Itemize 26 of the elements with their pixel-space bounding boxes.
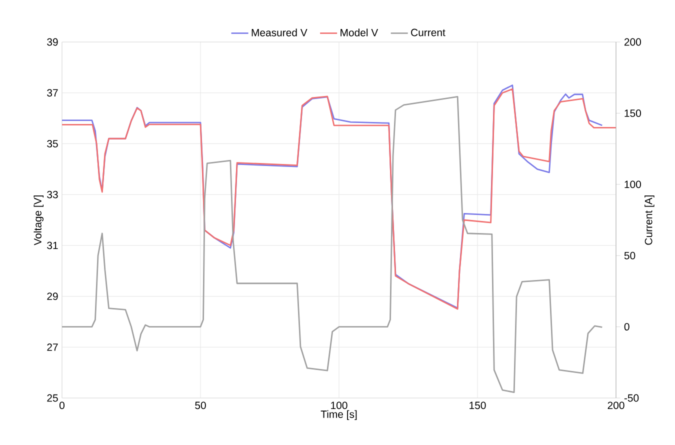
y-tick-label: 27 bbox=[47, 343, 58, 351]
y-tick-label: 25 bbox=[47, 394, 58, 402]
line-series bbox=[62, 96, 603, 394]
y2-tick-label: 200 bbox=[624, 38, 641, 46]
y-tick-label: 29 bbox=[47, 292, 58, 300]
y2-tick-label: 150 bbox=[624, 110, 641, 117]
y-axis-title: Voltage [V] bbox=[34, 195, 44, 246]
y-tick-label: 31 bbox=[47, 242, 58, 250]
y-tick-label: 39 bbox=[47, 38, 58, 46]
y2-tick-label: 100 bbox=[624, 180, 641, 188]
y2-tick-label: -50 bbox=[624, 394, 639, 402]
legend-label: Measured V bbox=[252, 28, 308, 36]
x-tick-label: 50 bbox=[195, 402, 206, 410]
y-tick-label: 35 bbox=[47, 140, 58, 148]
x-tick-label: 0 bbox=[59, 402, 64, 410]
y2-tick-label: 0 bbox=[624, 323, 630, 331]
y2-tick-label: 50 bbox=[624, 252, 636, 260]
x-tick-label: 200 bbox=[608, 402, 624, 410]
x-tick-label: 100 bbox=[331, 402, 348, 410]
y-tick-label: 33 bbox=[47, 190, 58, 198]
y2-axis-title: Current [A] bbox=[644, 195, 654, 245]
x-axis-title: Time [s] bbox=[320, 410, 357, 420]
x-tick-label: 150 bbox=[470, 402, 486, 410]
legend-label: Current bbox=[411, 28, 446, 36]
y-tick-label: 37 bbox=[47, 89, 58, 97]
legend-label: Model V bbox=[340, 28, 378, 36]
